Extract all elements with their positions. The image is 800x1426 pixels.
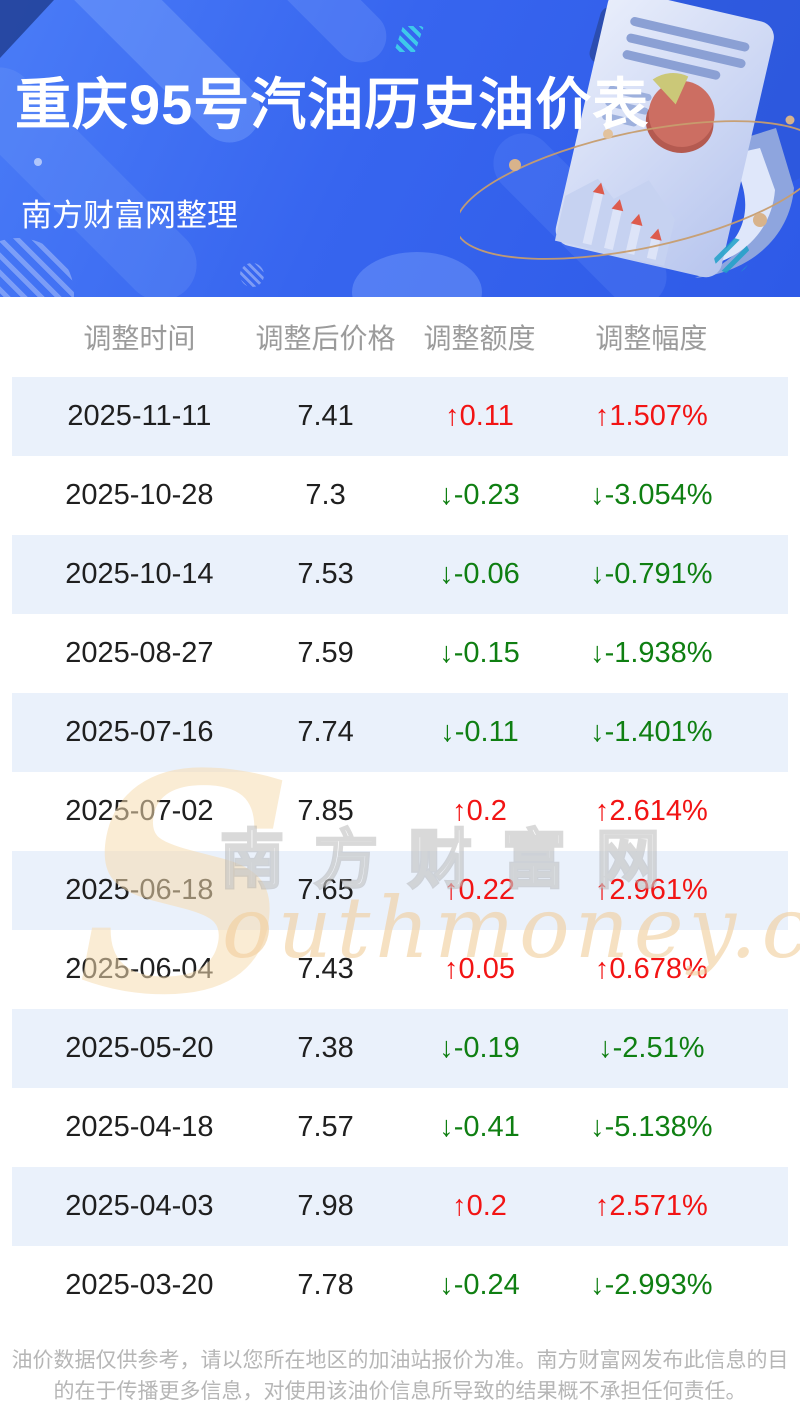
price-table: 调整时间 调整后价格 调整额度 调整幅度 2025-11-11 7.41 ↑0.11 ↑1.…: [0, 297, 800, 1325]
table-row: 2025-11-11 7.41 ↑0.11 ↑1.507%: [12, 377, 788, 456]
cell-date: 2025-07-16: [65, 716, 214, 748]
decor-striped-circle: [0, 238, 74, 297]
footer-disclaimer: 油价数据仅供参考，请以您所在地区的加油站报价为准。南方财富网发布此信息的目的在于…: [0, 1325, 800, 1426]
cell-change-pct: ↓-1.938%: [590, 637, 713, 669]
cell-change: ↓-0.11: [440, 716, 519, 748]
table-header-row: 调整时间 调整后价格 调整额度 调整幅度: [12, 297, 788, 377]
column-header-1: 调整后价格: [255, 323, 396, 354]
decor-cyan-dashes: [394, 26, 424, 52]
decor-striped-circle: [240, 263, 264, 287]
cell-price: 7.41: [297, 400, 354, 432]
cell-change-pct: ↑2.571%: [594, 1190, 708, 1222]
cell-change-pct: ↑1.507%: [594, 400, 708, 432]
cell-change-pct: ↑2.614%: [594, 795, 708, 827]
cell-change: ↓-0.23: [439, 479, 520, 511]
cell-change-pct: ↓-3.054%: [590, 479, 713, 511]
table-row: 2025-10-14 7.53 ↓-0.06 ↓-0.791%: [12, 535, 788, 614]
cell-date: 2025-03-20: [65, 1269, 214, 1301]
table-row: 2025-04-18 7.57 ↓-0.41 ↓-5.138%: [12, 1088, 788, 1167]
cell-change: ↑0.2: [452, 1190, 507, 1222]
cell-price: 7.85: [297, 795, 354, 827]
cell-change: ↓-0.06: [439, 558, 520, 590]
column-header-0: 调整时间: [83, 323, 196, 354]
cell-price: 7.65: [297, 874, 354, 906]
cell-price: 7.38: [297, 1032, 354, 1064]
cell-price: 7.53: [297, 558, 354, 590]
page-subtitle: 南方财富网整理: [21, 198, 238, 233]
banner: 重庆95号汽油历史油价表 南方财富网整理: [0, 0, 800, 297]
cell-change: ↓-0.24: [439, 1269, 520, 1301]
cell-change: ↓-0.19: [439, 1032, 520, 1064]
column-header-3: 调整幅度: [595, 323, 708, 354]
cell-change: ↑0.22: [444, 874, 515, 906]
cell-price: 7.43: [297, 953, 354, 985]
cell-change-pct: ↑0.678%: [594, 953, 708, 985]
table-row: 2025-05-20 7.38 ↓-0.19 ↓-2.51%: [12, 1009, 788, 1088]
cell-date: 2025-06-18: [65, 874, 214, 906]
cell-change-pct: ↓-2.51%: [598, 1032, 705, 1064]
cell-date: 2025-07-02: [65, 795, 214, 827]
cell-change-pct: ↓-5.138%: [590, 1111, 713, 1143]
table-row: 2025-08-27 7.59 ↓-0.15 ↓-1.938%: [12, 614, 788, 693]
table-row: 2025-04-03 7.98 ↑0.2 ↑2.571%: [12, 1167, 788, 1246]
decor-dot: [310, 120, 315, 125]
page-title: 重庆95号汽油历史油价表: [15, 73, 650, 136]
cell-change-pct: ↓-1.401%: [590, 716, 713, 748]
cell-change: ↑0.2: [452, 795, 507, 827]
cell-date: 2025-08-27: [65, 637, 214, 669]
cell-change-pct: ↓-0.791%: [590, 558, 713, 590]
decor-dot: [34, 158, 42, 166]
cell-price: 7.98: [297, 1190, 354, 1222]
table-body: 2025-11-11 7.41 ↑0.11 ↑1.507% 2025-10-28 7.3 ↓…: [0, 377, 800, 1325]
cell-price: 7.74: [297, 716, 354, 748]
table-row: 2025-07-02 7.85 ↑0.2 ↑2.614%: [12, 772, 788, 851]
cell-date: 2025-10-14: [65, 558, 214, 590]
table-row: 2025-06-18 7.65 ↑0.22 ↑2.961%: [12, 851, 788, 930]
cell-change: ↑0.05: [444, 953, 515, 985]
cell-price: 7.78: [297, 1269, 354, 1301]
cell-change: ↓-0.41: [439, 1111, 520, 1143]
cell-price: 7.57: [297, 1111, 354, 1143]
cell-date: 2025-04-18: [65, 1111, 214, 1143]
cell-price: 7.59: [297, 637, 354, 669]
cell-change-pct: ↓-2.993%: [590, 1269, 713, 1301]
cell-change: ↓-0.15: [439, 637, 520, 669]
table-row: 2025-10-28 7.3 ↓-0.23 ↓-3.054%: [12, 456, 788, 535]
cell-date: 2025-05-20: [65, 1032, 214, 1064]
decor-corner-triangle: [0, 0, 54, 58]
cell-price: 7.3: [305, 479, 346, 511]
table-row: 2025-03-20 7.78 ↓-0.24 ↓-2.993%: [12, 1246, 788, 1325]
report-document-illustration: [460, 0, 800, 278]
cell-date: 2025-10-28: [65, 479, 214, 511]
column-header-2: 调整额度: [423, 323, 536, 354]
cell-change: ↑0.11: [445, 400, 514, 432]
cell-date: 2025-11-11: [67, 400, 212, 432]
cell-change-pct: ↑2.961%: [594, 874, 708, 906]
table-row: 2025-07-16 7.74 ↓-0.11 ↓-1.401%: [12, 693, 788, 772]
cell-date: 2025-06-04: [65, 953, 214, 985]
table-row: 2025-06-04 7.43 ↑0.05 ↑0.678%: [12, 930, 788, 1009]
cell-date: 2025-04-03: [65, 1190, 214, 1222]
